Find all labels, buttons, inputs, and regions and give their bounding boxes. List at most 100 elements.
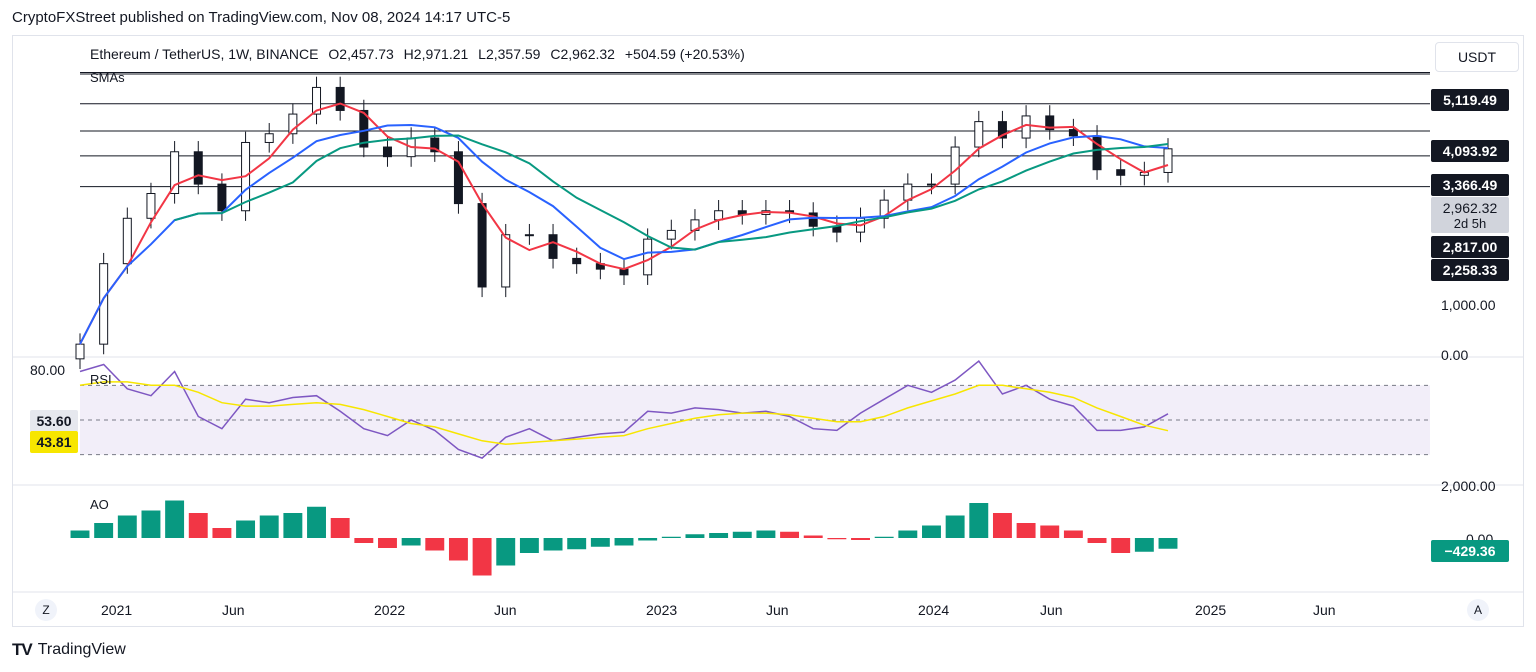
candle-body [193, 151, 203, 185]
candle-body [359, 109, 369, 148]
candle-body [122, 217, 132, 265]
candle-body [548, 234, 558, 259]
rsi-line [79, 360, 1169, 459]
candle-body [926, 183, 936, 186]
ao-bar [543, 538, 563, 551]
candle-body [950, 146, 960, 185]
smas-legend[interactable]: SMAs [90, 70, 125, 85]
ao-bar [709, 533, 729, 538]
ao-bar [212, 528, 232, 538]
ao-legend[interactable]: AO [90, 497, 109, 512]
ao-bar [969, 503, 989, 538]
rsi-line [79, 381, 1169, 446]
ao-bar [259, 515, 279, 538]
candle-body [974, 121, 984, 148]
candle-body [312, 86, 322, 115]
ao-bar [992, 513, 1012, 538]
ao-value-tag: −429.36 [1431, 540, 1509, 562]
ao-bar [188, 513, 208, 538]
currency-button[interactable]: USDT [1435, 42, 1519, 72]
rsi-legend[interactable]: RSI [90, 372, 112, 387]
price-axis-tick-1000: 1,000.00 [1441, 297, 1496, 313]
time-axis-label: Jun [1040, 602, 1063, 618]
ao-bar [638, 538, 658, 541]
candle-body [997, 121, 1007, 139]
ao-bar [141, 510, 161, 538]
open-value: O2,457.73 [328, 46, 394, 62]
ao-bar [117, 515, 137, 538]
candle-body [666, 229, 676, 240]
ao-bar [1063, 530, 1083, 538]
ao-bar [1016, 523, 1036, 538]
ao-bar [354, 538, 374, 543]
ao-bar [401, 538, 421, 546]
ao-bar [165, 500, 185, 538]
candle-body [477, 203, 487, 288]
rsi-ma-value-tag: 43.81 [30, 431, 78, 453]
close-value: C2,962.32 [550, 46, 615, 62]
candle-body [382, 146, 392, 158]
candle-body [524, 234, 534, 237]
rsi-axis-tick-80: 80.00 [30, 362, 66, 378]
candle-body [1045, 115, 1055, 131]
time-axis-label: 2022 [374, 602, 406, 618]
time-axis-label: Jun [222, 602, 245, 618]
ao-bar [898, 530, 918, 538]
candle-body [1068, 129, 1078, 137]
zoom-button[interactable]: Z [35, 599, 57, 621]
ao-bar [1134, 538, 1154, 552]
ao-bar [922, 525, 941, 538]
ao-bar [827, 538, 847, 540]
ao-bar [851, 538, 870, 540]
ao-bar [874, 536, 894, 538]
ao-bar [732, 531, 752, 538]
candle-body [170, 151, 180, 195]
time-axis-label: 2024 [918, 602, 950, 618]
tradingview-logo-text: TradingView [37, 641, 126, 658]
ao-bar [519, 538, 539, 553]
publisher-caption: CryptoFXStreet published on TradingView.… [12, 9, 511, 26]
ao-bar [1087, 538, 1107, 543]
price-tag-2258: 2,258.33 [1431, 259, 1509, 281]
price-tag-2817: 2,817.00 [1431, 236, 1509, 258]
candle-body [808, 212, 818, 227]
candle-body [501, 234, 511, 288]
candle-body [643, 238, 653, 276]
time-axis-label: Jun [1313, 602, 1336, 618]
ao-bar [590, 538, 610, 547]
time-axis-label: 2023 [646, 602, 678, 618]
time-axis-label: 2025 [1195, 602, 1227, 618]
ao-axis-tick-2000: 2,000.00 [1441, 478, 1496, 494]
candle-body [430, 137, 440, 153]
auto-scale-button[interactable]: A [1467, 599, 1489, 621]
ao-bar [1040, 525, 1060, 538]
candle-body [264, 133, 274, 143]
current-price: 2,962.32 [1442, 199, 1498, 216]
ao-bar [567, 538, 587, 550]
bar-countdown: 2d 5h [1453, 215, 1487, 231]
price-axis-tick-0: 0.00 [1441, 347, 1469, 363]
tradingview-logo[interactable]: TV TradingView [12, 640, 126, 660]
ao-bar [472, 538, 492, 576]
ao-bar [448, 538, 468, 561]
ao-bar [661, 536, 681, 538]
candle-body [288, 113, 298, 135]
change-value: +504.59 (+20.53%) [624, 46, 745, 62]
symbol-header: Ethereum / TetherUS, 1W, BINANCE O2,457.… [90, 46, 751, 62]
low-value: L2,357.59 [478, 46, 541, 62]
symbol-name[interactable]: Ethereum / TetherUS, 1W, BINANCE [90, 46, 319, 62]
ao-bar [1158, 538, 1178, 549]
rsi-value-tag: 53.60 [30, 410, 78, 432]
candle-body [75, 343, 85, 360]
sma-line [79, 123, 1169, 345]
ao-bar [614, 538, 634, 546]
sma-line [79, 102, 1169, 345]
time-axis-label: 2021 [101, 602, 133, 618]
candle-body [146, 193, 156, 219]
candle-body [217, 183, 227, 212]
ao-bar [94, 523, 114, 538]
price-tag-3366: 3,366.49 [1431, 174, 1509, 196]
ao-bar [307, 506, 326, 538]
time-axis-label: Jun [494, 602, 517, 618]
